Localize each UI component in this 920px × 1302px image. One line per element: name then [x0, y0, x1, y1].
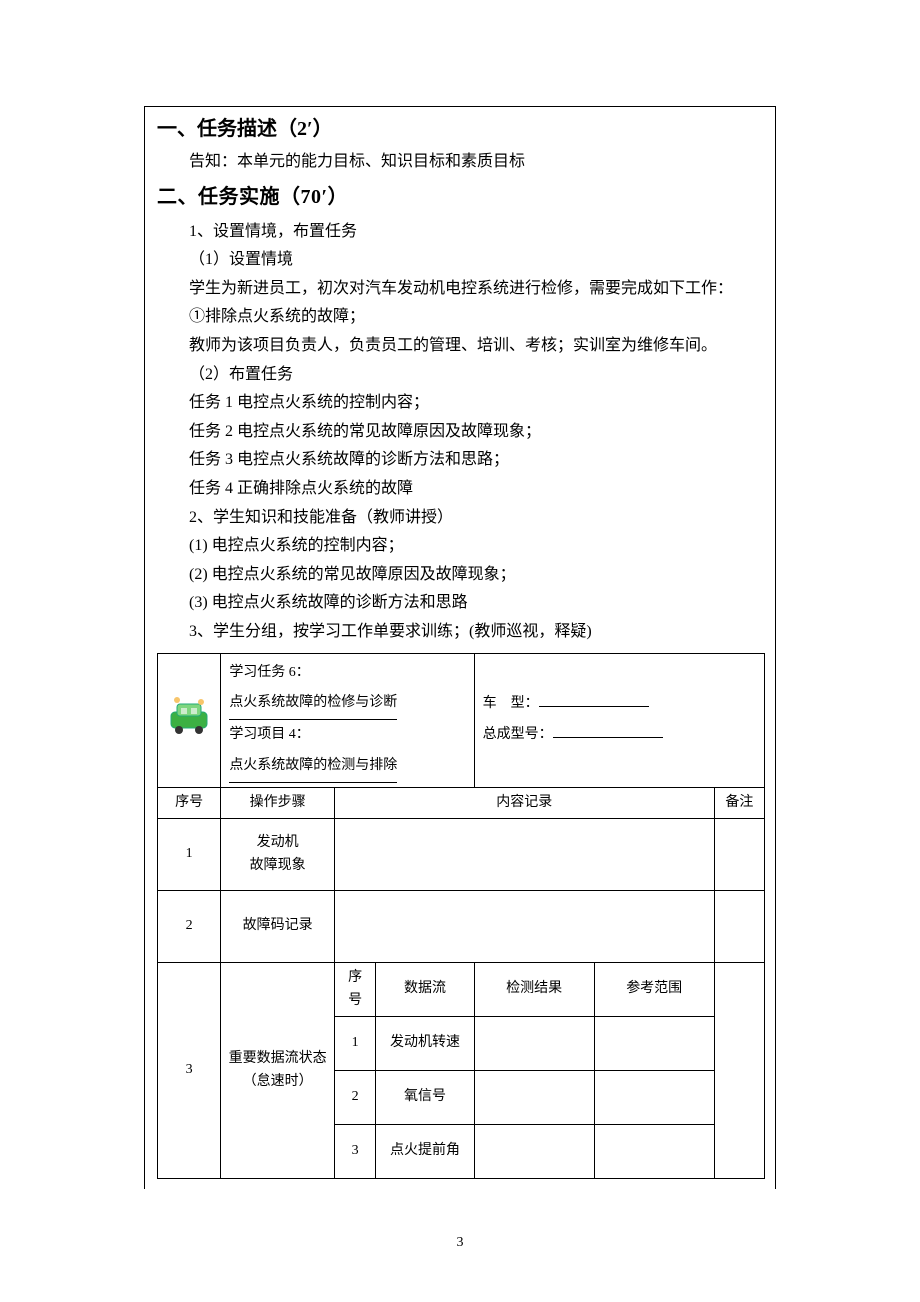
s2-t4: 任务 4 正确排除点火系统的故障 [157, 476, 763, 502]
s2-result [474, 1071, 594, 1125]
sub-seq-l2: 号 [348, 993, 362, 1008]
page-number: 3 [0, 1232, 920, 1254]
s1-result [474, 1017, 594, 1071]
s1-range [594, 1017, 714, 1071]
sub-result-hdr: 检测结果 [474, 963, 594, 1017]
r3-no: 3 [158, 963, 221, 1179]
s3-range [594, 1125, 714, 1179]
ws-header-row: 学习任务 6：点火系统故障的检修与诊断 学习项目 4：点火系统故障的检测与排除 … [158, 653, 765, 787]
s3-flow: 点火提前角 [376, 1125, 474, 1179]
s2-p1a: （1）设置情境 [157, 247, 763, 273]
s3-no: 3 [334, 1125, 375, 1179]
sub-range-hdr: 参考范围 [594, 963, 714, 1017]
r1-no: 1 [158, 819, 221, 891]
r1-step-l2: 故障现象 [250, 858, 306, 873]
r3-step: 重要数据流状态（怠速时） [221, 963, 335, 1179]
table-row: 3 重要数据流状态（怠速时） 序 号 数据流 检测结果 参考范围 [158, 963, 765, 1017]
s2-p2: 2、学生知识和技能准备（教师讲授） [157, 505, 763, 531]
section1-line1: 告知：本单元的能力目标、知识目标和素质目标 [157, 149, 763, 175]
s1-no: 1 [334, 1017, 375, 1071]
content-area: 一、任务描述（2′） 告知：本单元的能力目标、知识目标和素质目标 二、任务实施（… [145, 107, 775, 1179]
s2-flow: 氧信号 [376, 1071, 474, 1125]
table-row: 2 故障码记录 [158, 891, 765, 963]
ws-task-project-cell: 学习任务 6： 点火系统故障的检修与诊断 学习项目 4： 点火系统故障的检测与排除 [221, 653, 474, 787]
s2-range [594, 1071, 714, 1125]
hdr-seq: 序号 [158, 787, 221, 818]
r2-step: 故障码记录 [221, 891, 335, 963]
section2-heading: 二、任务实施（70′） [157, 181, 763, 213]
sub-seq-l1: 序 [348, 970, 362, 985]
s1-flow: 发动机转速 [376, 1017, 474, 1071]
page-border: 一、任务描述（2′） 告知：本单元的能力目标、知识目标和素质目标 二、任务实施（… [144, 106, 776, 1189]
model-label: 总成型号： [483, 727, 553, 742]
worksheet-table: 学习任务 6：点火系统故障的检修与诊断 学习项目 4：点火系统故障的检测与排除 … [157, 653, 765, 1180]
car-icon-cell [158, 653, 221, 787]
sub-flow-hdr: 数据流 [376, 963, 474, 1017]
s2-no: 2 [334, 1071, 375, 1125]
proj-label: 学习项目 4： [229, 727, 310, 742]
s2-t3: 任务 3 电控点火系统故障的诊断方法和思路； [157, 447, 763, 473]
r1-step: 发动机 故障现象 [221, 819, 335, 891]
model-blank [553, 737, 663, 738]
s3-result [474, 1125, 594, 1179]
task-label: 学习任务 6： [229, 665, 310, 680]
hdr-rec: 内容记录 [334, 787, 714, 818]
s2-p1e: （2）布置任务 [157, 362, 763, 388]
r1-step-l1: 发动机 [257, 835, 299, 850]
r2-note [714, 891, 764, 963]
r1-rec [334, 819, 714, 891]
ws-col-header-row: 序号 操作步骤 内容记录 备注 [158, 787, 765, 818]
section1-heading: 一、任务描述（2′） [157, 113, 763, 145]
proj-value: 点火系统故障的检测与排除 [229, 751, 397, 783]
hdr-note: 备注 [714, 787, 764, 818]
sub-seq-hdr: 序 号 [334, 963, 375, 1017]
car-blank [539, 706, 649, 707]
s2-p2c: (3) 电控点火系统故障的诊断方法和思路 [157, 590, 763, 616]
s2-p3: 3、学生分组，按学习工作单要求训练；(教师巡视，释疑) [157, 619, 763, 645]
r1-note [714, 819, 764, 891]
table-row: 1 发动机 故障现象 [158, 819, 765, 891]
ws-car-model-cell: 车 型： 总成型号： [474, 653, 764, 787]
task-value: 点火系统故障的检修与诊断 [229, 688, 397, 720]
r2-no: 2 [158, 891, 221, 963]
car-label2: 型： [511, 696, 539, 711]
car-label: 车 [483, 696, 497, 711]
r3-note [714, 963, 764, 1179]
s2-t1: 任务 1 电控点火系统的控制内容； [157, 390, 763, 416]
s2-p2b: (2) 电控点火系统的常见故障原因及故障现象； [157, 562, 763, 588]
s2-p1b: 学生为新进员工，初次对汽车发动机电控系统进行检修，需要完成如下工作： [157, 276, 763, 302]
s2-p1: 1、设置情境，布置任务 [157, 219, 763, 245]
r2-rec [334, 891, 714, 963]
s2-p1c: ①排除点火系统的故障； [157, 304, 763, 330]
s2-p2a: (1) 电控点火系统的控制内容； [157, 533, 763, 559]
s2-t2: 任务 2 电控点火系统的常见故障原因及故障现象； [157, 419, 763, 445]
car-icon [167, 694, 211, 738]
hdr-step: 操作步骤 [221, 787, 335, 818]
s2-p1d: 教师为该项目负责人，负责员工的管理、培训、考核；实训室为维修车间。 [157, 333, 763, 359]
